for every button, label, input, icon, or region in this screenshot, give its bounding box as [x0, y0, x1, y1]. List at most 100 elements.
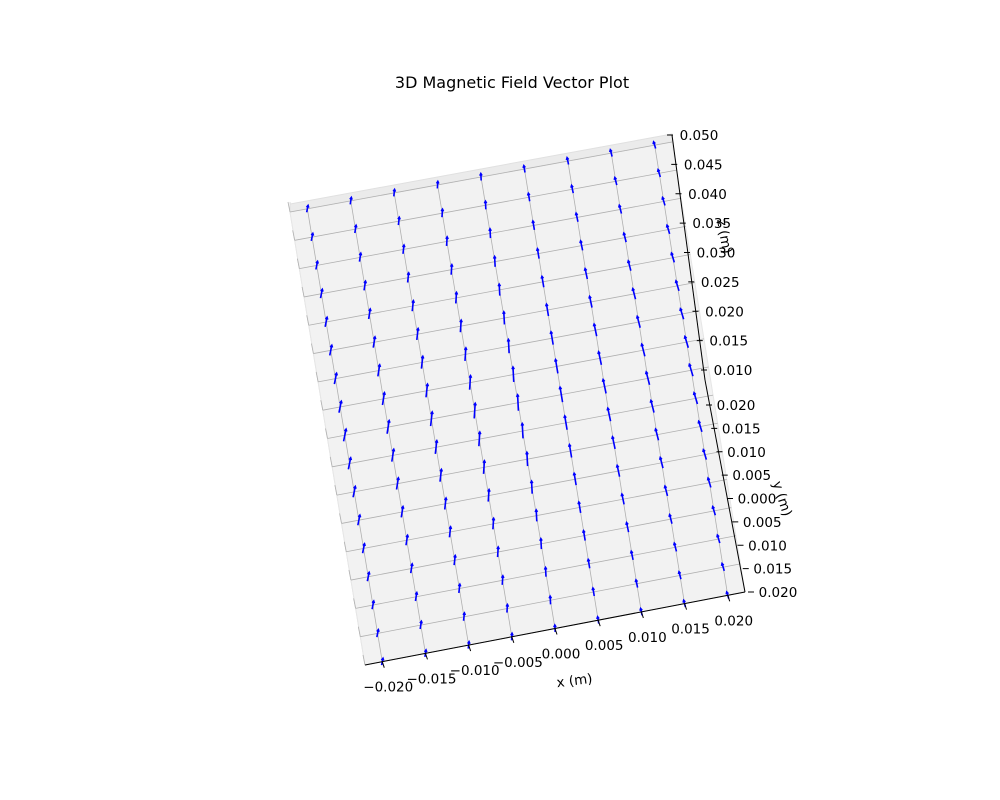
field-vector	[492, 254, 497, 267]
field-vector	[459, 318, 463, 333]
field-vector	[397, 215, 401, 226]
field-vector-shaft	[482, 460, 486, 474]
left-pane-rib	[362, 654, 366, 666]
field-vector-head	[497, 282, 502, 287]
field-vector	[652, 140, 657, 149]
y-tick-label: 0.015	[722, 421, 761, 437]
field-vector-head	[692, 391, 697, 396]
field-vector-head	[544, 302, 549, 307]
field-vector	[420, 354, 425, 369]
field-vector	[497, 282, 502, 296]
field-vector-head	[661, 195, 665, 200]
field-vector	[706, 476, 712, 488]
field-vector-head	[510, 631, 514, 636]
field-vector-shaft	[503, 311, 506, 325]
field-vector	[473, 401, 477, 419]
field-vector	[392, 187, 397, 197]
field-vector	[591, 586, 596, 597]
field-vector	[425, 382, 430, 398]
field-vector-head	[488, 227, 492, 232]
field-vector	[363, 279, 368, 291]
field-vector-shaft	[496, 547, 500, 558]
field-vector-shaft	[357, 514, 361, 526]
field-vector-head	[613, 175, 618, 181]
field-vector-shaft	[675, 280, 680, 292]
field-vector	[366, 570, 371, 582]
field-vector-head	[419, 619, 423, 624]
field-vector-shaft	[498, 284, 501, 296]
field-vector-head	[463, 346, 468, 351]
field-vector	[583, 266, 589, 280]
field-vector-head	[349, 195, 353, 200]
field-vector-head	[711, 505, 715, 510]
field-vector-head	[382, 391, 386, 396]
field-vector-head	[500, 574, 505, 579]
field-vector	[654, 427, 660, 441]
field-vector	[574, 211, 579, 222]
field-vector-head	[583, 266, 588, 272]
field-vector-head	[310, 231, 315, 236]
field-vector	[347, 456, 353, 470]
field-vector	[606, 406, 612, 422]
field-vector-shaft	[459, 320, 462, 333]
field-vector	[579, 239, 584, 251]
field-vector-shaft	[468, 375, 472, 390]
field-vector	[381, 391, 386, 406]
field-vector-head	[674, 279, 679, 284]
field-vector-shaft	[664, 485, 669, 497]
x-tick-label: 0.000	[542, 647, 581, 663]
field-vector	[615, 463, 621, 477]
field-vector-head	[515, 393, 520, 398]
field-vector	[361, 542, 366, 554]
field-vector	[601, 377, 607, 394]
field-vector	[333, 371, 339, 385]
field-vector-head	[658, 455, 663, 461]
field-vector-head	[553, 623, 557, 628]
field-vector	[670, 251, 676, 263]
field-vector-shaft	[420, 356, 424, 369]
left-pane-rib	[343, 541, 347, 552]
field-vector-head	[411, 299, 416, 304]
field-vector	[617, 203, 623, 214]
field-vector-shaft	[645, 371, 651, 386]
field-vector-head	[688, 362, 692, 367]
field-vector	[416, 326, 420, 341]
field-vector-shaft	[367, 308, 372, 320]
field-vector-shaft	[697, 420, 703, 433]
field-vector	[377, 363, 382, 377]
field-vector-head	[635, 314, 640, 319]
field-vector	[411, 299, 416, 312]
field-vector-head	[425, 382, 430, 387]
field-vector-head	[459, 318, 463, 323]
field-vector-head	[622, 231, 627, 236]
field-vector-shaft	[395, 477, 400, 490]
field-vector-head	[439, 467, 444, 472]
field-vector-shaft	[536, 248, 540, 259]
field-vector	[570, 183, 575, 194]
y-tick-label: 0.020	[759, 585, 798, 601]
field-vector-head	[529, 479, 534, 484]
field-vector-head	[358, 251, 363, 256]
field-vector	[644, 370, 651, 386]
field-vector-shaft	[679, 308, 685, 320]
field-vector	[640, 342, 646, 357]
field-vector	[665, 223, 671, 235]
field-vector-head	[362, 542, 366, 547]
field-vector	[702, 448, 708, 460]
field-vector	[505, 602, 510, 613]
field-vector-head	[420, 354, 425, 359]
field-vector	[592, 322, 598, 337]
x-tick-mark	[554, 628, 558, 635]
field-vector-head	[617, 203, 622, 208]
field-vector	[711, 505, 717, 516]
field-vector	[629, 549, 634, 561]
field-vector-head	[505, 602, 510, 608]
field-vector-head	[305, 203, 310, 208]
field-vector-shaft	[443, 497, 447, 510]
field-vector-head	[454, 290, 459, 295]
field-vector-head	[477, 430, 482, 435]
z-tick-label: 0.010	[714, 363, 753, 379]
field-vector	[511, 365, 515, 382]
field-vector	[454, 290, 459, 304]
z-tick-label: 0.045	[684, 157, 723, 173]
